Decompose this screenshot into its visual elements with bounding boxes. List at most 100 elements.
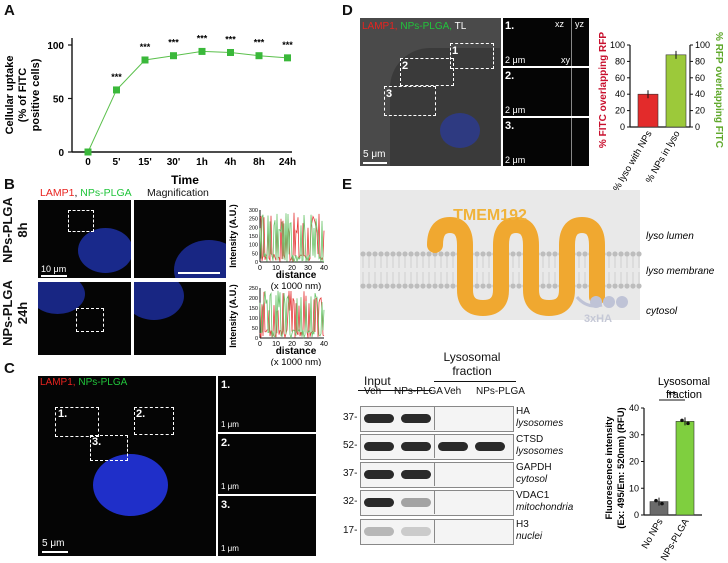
lipid-head-top: [624, 251, 630, 257]
b-plot1-xlabel: distance: [276, 270, 317, 281]
lipid-head-top: [486, 251, 492, 257]
wb-lane-3: Veh: [444, 386, 462, 397]
lipid-head-top: [618, 251, 624, 257]
lipid-head-top: [540, 251, 546, 257]
d-bar-label: % lyso with NPs: [611, 129, 655, 194]
d-ytick-label-left: 60: [615, 73, 625, 83]
lipid-head-bottom: [390, 283, 396, 289]
lipid-head-bottom: [540, 283, 546, 289]
lipid-head-bottom: [606, 283, 612, 289]
tmem192-protein: [427, 217, 605, 316]
lipid-head-bottom: [396, 283, 402, 289]
wb-band: [438, 442, 468, 451]
c-inset-2: 2. 1 μm: [218, 434, 316, 494]
lipid-head-bottom: [420, 283, 426, 289]
uptake-point: [170, 52, 177, 60]
wb-location-label: cytosol: [516, 474, 548, 485]
e-ytick-label: 30: [629, 430, 639, 440]
uptake-significance: ***: [111, 72, 122, 82]
e-bar-title-2: fraction: [666, 389, 702, 401]
lipid-head-top: [576, 251, 582, 257]
lipid-head-bottom: [414, 283, 420, 289]
d-ytick-label-right: 40: [695, 89, 705, 99]
b-plot-ytick: 150: [249, 234, 258, 240]
lipid-head-top: [372, 251, 378, 257]
b-plot-xtick: 40: [320, 341, 328, 348]
b-plot-xtick: 10: [272, 265, 280, 272]
e-bar-ylabel-2: (Ex: 495/Em: 520nm) (RFU): [616, 407, 627, 528]
lipid-head-bottom: [546, 283, 552, 289]
b-plot-ytick: 250: [249, 286, 258, 292]
lipid-head-top: [426, 251, 432, 257]
panel-label-a: A: [4, 2, 15, 19]
lipid-head-bottom: [612, 283, 618, 289]
uptake-point: [255, 52, 263, 60]
wb-protein-label: GAPDH: [516, 462, 552, 473]
wb-band: [475, 442, 505, 451]
lipid-head-top: [378, 251, 384, 257]
wb-lane-2: NPs-PLGA: [394, 386, 443, 397]
lipid-head-bottom: [378, 283, 384, 289]
wb-band: [401, 498, 431, 507]
b-plot1-xunit: (x 1000 nm): [271, 281, 322, 292]
lipid-head-top: [396, 251, 402, 257]
uptake-point: [198, 47, 206, 55]
d-ytick-label-left: 20: [615, 106, 625, 116]
cytosol-label: cytosol: [646, 306, 678, 317]
lipid-head-bottom: [408, 283, 414, 289]
uptake-series-line: [87, 50, 288, 153]
b-8h-overview-image: 10 μm: [38, 200, 131, 278]
b-plot-ytick: 200: [249, 225, 258, 231]
wb-protein-label: CTSD: [516, 434, 544, 445]
lipid-head-bottom: [360, 283, 366, 289]
b-24h-magnified-image: [134, 282, 226, 355]
b-plot-ytick: 100: [249, 316, 258, 322]
lipid-head-bottom: [438, 283, 444, 289]
d-ytick-label-left: 0: [620, 122, 625, 132]
c-inset-3: 3. 1 μm: [218, 496, 316, 556]
b-plot-ytick: 200: [249, 296, 258, 302]
panel-label-e: E: [342, 176, 353, 193]
uptake-point: [284, 54, 291, 62]
uptake-significance: ***: [254, 38, 265, 48]
uptake-ylabel-3: positive cells): [30, 58, 42, 131]
d-ytick-label-left: 80: [615, 56, 625, 66]
b-plot-xtick: 20: [288, 265, 296, 272]
wb-band: [364, 470, 394, 479]
b-plot-ytick: 50: [252, 326, 258, 332]
wb-blot-strip: [360, 490, 514, 516]
e-bar-point: [686, 421, 690, 426]
d-ylabel-left: % FITC overlapping RFP: [598, 32, 609, 148]
uptake-xtick-label: 30': [167, 157, 181, 168]
lipid-head-bottom: [576, 283, 582, 289]
d-legend: LAMP1, NPs-PLGA, TL: [362, 21, 467, 32]
uptake-xtick-label: 24h: [279, 157, 296, 168]
b-row2-label: NPs-PLGA 24h: [0, 280, 30, 346]
lipid-head-bottom: [582, 283, 588, 289]
uptake-significance: ***: [282, 40, 293, 50]
uptake-point: [141, 56, 149, 64]
lumen-label: lyso lumen: [646, 231, 694, 242]
wb-mw-marker: 37-: [343, 412, 358, 423]
b-plot2-ylabel: Intensity (A.U.): [228, 284, 238, 348]
lipid-head-top: [408, 251, 414, 257]
wb-band: [401, 442, 431, 451]
lipid-head-bottom: [474, 283, 480, 289]
b-plot-xtick: 30: [304, 341, 312, 348]
lipid-head-bottom: [552, 283, 558, 289]
wb-location-label: lysosomes: [516, 418, 564, 429]
lipid-head-top: [552, 251, 558, 257]
lipid-head-top: [630, 251, 636, 257]
d-bar: [637, 93, 659, 128]
membrane-label: lyso membrane: [646, 266, 715, 277]
lipid-head-bottom: [636, 283, 642, 289]
lipid-head-bottom: [480, 283, 486, 289]
ha-tag-bead-1: [590, 296, 602, 308]
wb-band: [401, 470, 431, 479]
uptake-point: [113, 86, 120, 94]
wb-band: [364, 442, 394, 451]
wb-band: [401, 527, 431, 536]
panel-label-b: B: [4, 176, 15, 193]
uptake-significance: ***: [168, 38, 179, 48]
b-plot-ytick: 150: [249, 306, 258, 312]
